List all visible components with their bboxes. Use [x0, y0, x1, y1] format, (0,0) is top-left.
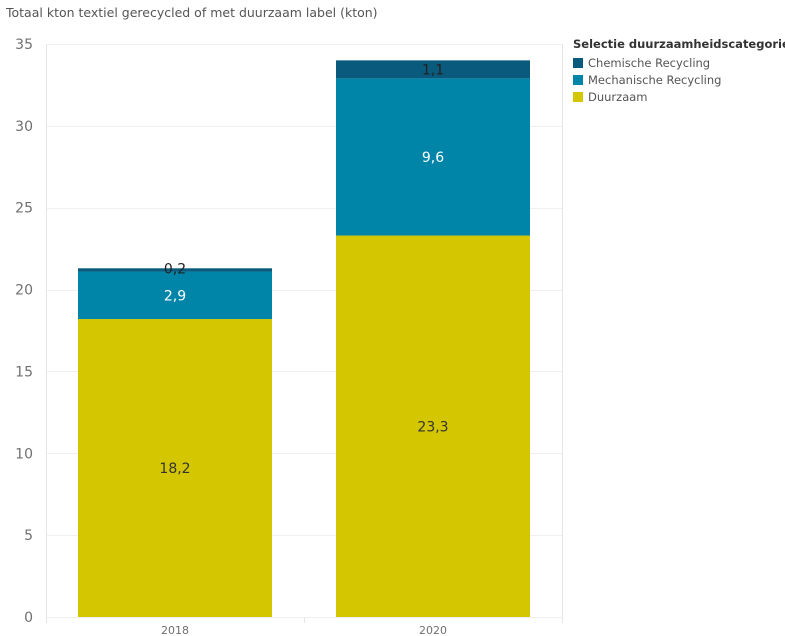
y-tick-label: 25 [15, 201, 33, 217]
y-tick-label: 30 [15, 119, 33, 135]
y-tick-label: 35 [15, 37, 33, 53]
y-tick-label: 20 [15, 283, 33, 299]
bar-segment-2018-2 [78, 271, 272, 320]
data-labels: 18,2 2,9 0,2 23,3 9,6 1,1 [159, 62, 448, 477]
legend: Selectie duurzaamheidscategorie Chemisch… [573, 37, 785, 105]
bars [78, 60, 530, 617]
legend-title: Selectie duurzaamheidscategorie [573, 37, 785, 51]
data-label: 9,6 [422, 150, 444, 166]
data-label: 23,3 [417, 419, 448, 435]
legend-item[interactable]: Duurzaam [573, 88, 785, 105]
y-tick-label: 5 [24, 528, 33, 544]
bar-segment-2020-3 [336, 60, 530, 79]
data-label: 2,9 [164, 288, 186, 304]
legend-swatch [573, 57, 583, 68]
bar-segment-2020-1 [336, 235, 530, 617]
y-tick-label: 0 [24, 610, 33, 626]
legend-item[interactable]: Mechanische Recycling [573, 71, 785, 88]
y-tick-label: 10 [15, 446, 33, 462]
legend-item[interactable]: Chemische Recycling [573, 54, 785, 71]
legend-items: Chemische Recycling Mechanische Recycling… [573, 54, 785, 105]
legend-label: Duurzaam [588, 89, 648, 104]
data-label: 18,2 [159, 461, 190, 477]
x-tick-label: 2018 [161, 624, 189, 636]
chart-title: Totaal kton textiel gerecycled of met du… [6, 5, 378, 20]
data-label: 1,1 [422, 62, 444, 78]
x-axis: 2018 2020 [161, 624, 447, 636]
data-label: 0,2 [164, 261, 186, 277]
legend-swatch [573, 74, 583, 85]
legend-swatch [573, 91, 583, 102]
y-axis: 0 5 10 15 20 25 30 35 [15, 37, 563, 626]
bar-segment-2018-1 [78, 319, 272, 617]
x-tick-label: 2020 [419, 624, 447, 636]
bar-segment-2018-3 [78, 268, 272, 272]
legend-label: Chemische Recycling [588, 55, 711, 70]
y-tick-label: 15 [15, 364, 33, 380]
legend-label: Mechanische Recycling [588, 72, 722, 87]
bar-segment-2020-2 [336, 78, 530, 236]
